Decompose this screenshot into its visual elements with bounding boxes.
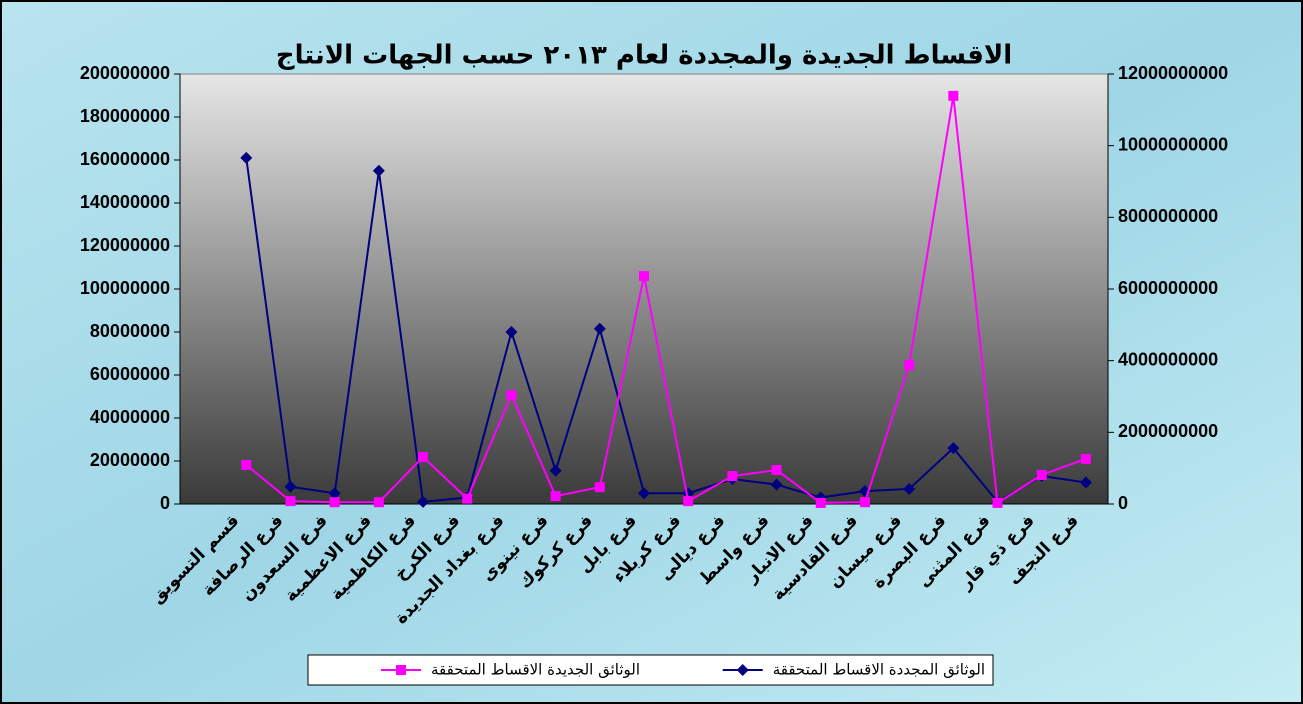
legend: [307, 654, 994, 686]
point: [815, 497, 826, 508]
y-tick-label: 100000000: [80, 278, 170, 298]
legend-marker: [736, 664, 749, 676]
y-tick-label: 200000000: [80, 63, 170, 83]
point: [329, 497, 340, 508]
point: [505, 326, 518, 338]
point: [1079, 476, 1092, 489]
point: [638, 487, 650, 500]
point: [240, 151, 253, 164]
point: [771, 464, 782, 475]
y2-tick-label: 6000000000: [1118, 278, 1218, 298]
y2-tick-label: 12000000000: [1118, 63, 1228, 83]
series-line: [245, 157, 1087, 504]
point: [859, 497, 870, 508]
series-line: [245, 95, 1087, 505]
point: [639, 271, 649, 282]
point: [593, 322, 606, 335]
y-tick-label: 60000000: [90, 364, 170, 384]
point: [903, 482, 916, 495]
legend-label: الوثائق الجديدة الاقساط المتحققة: [431, 661, 640, 679]
point: [241, 459, 252, 470]
point: [992, 497, 1003, 508]
chart-title: الاقساط الجديدة والمجددة لعام ٢٠١٣ حسب ا…: [276, 41, 1012, 71]
plot-area: [179, 73, 1109, 505]
point: [506, 390, 517, 401]
point: [1036, 469, 1047, 480]
point: [770, 478, 783, 491]
point: [1080, 453, 1091, 464]
point: [550, 491, 561, 502]
point: [947, 442, 960, 455]
y-tick-label: 0: [160, 493, 170, 513]
point: [328, 487, 341, 500]
legend-marker: [396, 665, 407, 675]
point: [594, 482, 605, 493]
y2-tick-label: 2000000000: [1118, 421, 1218, 441]
point: [904, 359, 915, 370]
y2-tick-label: 4000000000: [1118, 349, 1218, 369]
point: [373, 497, 384, 508]
y-tick-label: 180000000: [80, 106, 170, 126]
y2-tick-label: 0: [1118, 493, 1128, 513]
y-tick-label: 120000000: [80, 235, 170, 255]
point: [462, 493, 473, 504]
point: [284, 480, 297, 493]
point: [727, 471, 738, 482]
y2-tick-label: 10000000000: [1118, 134, 1228, 154]
y-tick-label: 140000000: [80, 192, 170, 212]
y2-tick-label: 8000000000: [1118, 206, 1218, 226]
point: [418, 452, 429, 463]
y-tick-label: 40000000: [90, 407, 170, 427]
point: [683, 496, 694, 507]
point: [372, 164, 385, 177]
y-tick-label: 80000000: [90, 321, 170, 341]
point: [948, 90, 959, 101]
point: [549, 464, 562, 477]
point: [417, 495, 430, 508]
point: [285, 496, 296, 507]
y-tick-label: 20000000: [90, 450, 170, 470]
y-tick-label: 160000000: [80, 149, 170, 169]
legend-label: الوثائق المجددة الاقساط المتحققة: [773, 661, 985, 679]
